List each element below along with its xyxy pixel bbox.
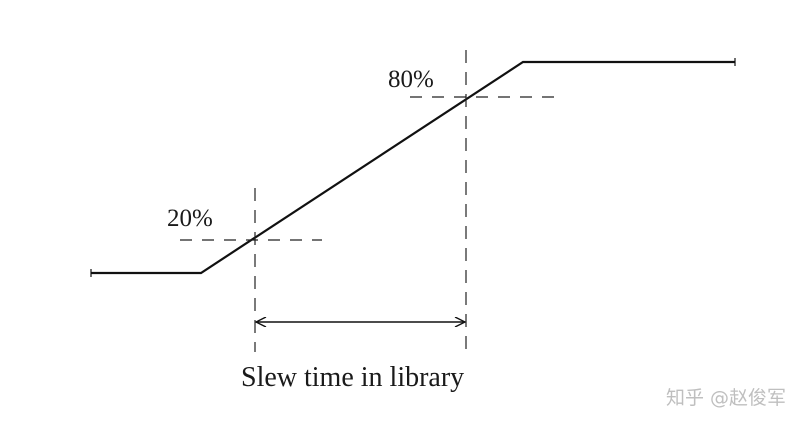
label-20-percent: 20% bbox=[167, 205, 213, 232]
watermark-text: 知乎 @赵俊军 bbox=[666, 387, 786, 409]
waveform-line bbox=[91, 60, 735, 275]
caption-slew-time: Slew time in library bbox=[241, 362, 464, 393]
label-80-percent: 80% bbox=[388, 66, 434, 93]
